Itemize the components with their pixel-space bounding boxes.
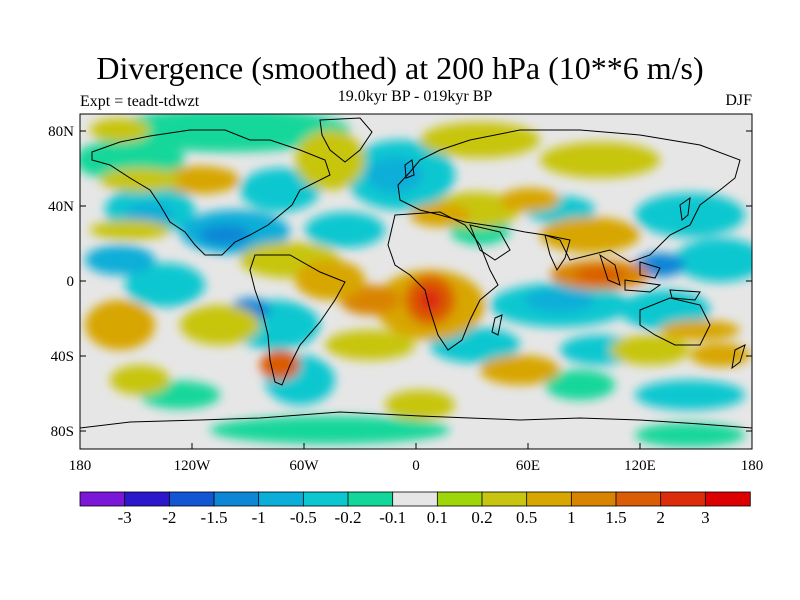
lon-label-180w: 180 [69,458,92,474]
colorbar-swatch [258,491,305,507]
colorbar-label: -0.1 [379,508,406,527]
colorbar-label: -1 [252,508,266,527]
colorbar-swatch [481,491,528,507]
colorbar-label: -2 [162,508,176,527]
colorbar-swatch [660,491,707,507]
colorbar-swatch [213,491,260,507]
colorbar-swatch [615,491,662,507]
lon-ticks [79,443,753,449]
lat-ticks [80,130,752,432]
colorbar-label: 0.2 [471,508,492,527]
colorbar-label: 1.5 [605,508,626,527]
lon-label-120e: 120E [624,458,656,474]
colorbar-swatch [79,491,126,507]
colorbar-label: 0.5 [516,508,537,527]
colorbar-label: -1.5 [201,508,228,527]
colorbar-swatch [392,491,439,507]
lat-label-0: 0 [67,274,75,290]
colorbar: -3 -2 -1.5 -1 -0.5 -0.2 -0.1 0.1 0.2 0.5 1 1.5 2 3 [79,491,751,527]
colorbar-swatch [347,491,394,507]
experiment-label: Expt = teadt-tdwzt [80,93,200,110]
colorbar-swatch [704,491,751,507]
colorbar-label: 0.1 [427,508,448,527]
lat-label-80n: 80N [48,124,74,140]
colorbar-label: 3 [701,508,710,527]
colorbar-label: -0.5 [290,508,317,527]
lat-label-80s: 80S [51,424,74,440]
chart-subtitle: 19.0kyr BP - 019kyr BP [337,88,493,105]
chart-title: Divergence (smoothed) at 200 hPa (10**6 … [96,50,704,86]
coastlines [80,117,752,429]
colorbar-swatch [302,491,349,507]
lon-label-180e: 180 [741,458,764,474]
season-label: DJF [725,92,752,109]
divergence-field [80,114,752,447]
colorbar-label: 1 [567,508,576,527]
colorbar-swatch [570,491,617,507]
colorbar-label: -3 [118,508,132,527]
colorbar-swatch [168,491,215,507]
lon-label-60e: 60E [516,458,540,474]
lon-label-0: 0 [412,458,420,474]
lat-label-40n: 40N [48,199,74,215]
colorbar-label: 2 [656,508,665,527]
lon-label-60w: 60W [289,458,319,474]
colorbar-swatch [436,491,483,507]
colorbar-swatch [526,491,573,507]
colorbar-label: -0.2 [335,508,362,527]
lon-label-120w: 120W [174,458,212,474]
colorbar-swatch [124,491,171,507]
lat-label-40s: 40S [51,349,74,365]
